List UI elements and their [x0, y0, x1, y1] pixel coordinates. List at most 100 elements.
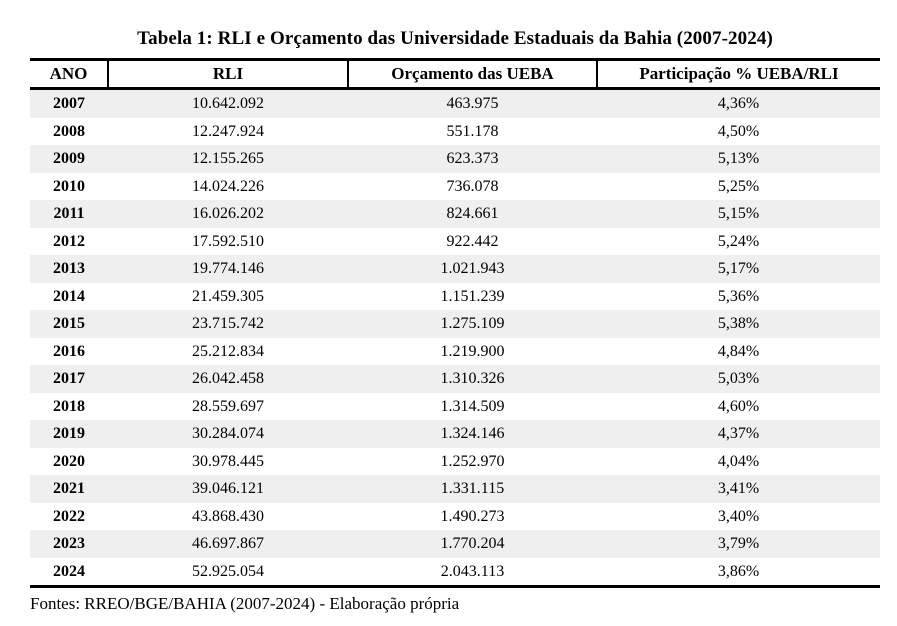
- participacao-cell: 5,38%: [717, 315, 760, 332]
- column-header-year-cell: ANO: [30, 58, 108, 90]
- year-cell: 2012: [53, 232, 85, 250]
- orcamento-ueba-cell: 922.442: [446, 232, 499, 250]
- participacao-cell: 4,84%: [717, 342, 760, 360]
- participacao-cell: 5,03%: [717, 370, 760, 387]
- participacao-cell: 5,15%: [717, 205, 760, 222]
- table-row: 2014 21.459.305 1.151.239 5,36%: [30, 283, 880, 311]
- orcamento-ueba-cell: 1.275.109: [440, 315, 505, 332]
- year-cell: 2023: [53, 535, 85, 552]
- orcamento-ueba-cell: 1.324.146: [440, 425, 505, 442]
- rli-cell: 25.212.834: [192, 342, 264, 360]
- rli-cell: 30.284.074: [192, 425, 264, 442]
- year-cell: 2014: [53, 287, 85, 305]
- column-header-orcamento-ueba-cell: Orçamento das UEBA: [347, 58, 597, 90]
- orcamento-ueba-cell: 1.219.900: [440, 342, 505, 360]
- table-source: Fontes: RREO/BGE/BAHIA (2007-2024) - Ela…: [30, 594, 460, 613]
- participacao-cell: 3,40%: [717, 507, 760, 525]
- rli-cell: 30.978.445: [192, 452, 264, 470]
- table-row: 2016 25.212.834 1.219.900 4,84%: [30, 338, 880, 366]
- rli-cell: 21.459.305: [192, 287, 264, 305]
- year-cell: 2015: [53, 315, 85, 332]
- table-row: 2012 17.592.510 922.442 5,24%: [30, 228, 880, 256]
- table-row: 2021 39.046.121 1.331.115 3,41%: [30, 475, 880, 503]
- year-cell: 2009: [53, 150, 85, 167]
- orcamento-ueba-cell: 463.975: [446, 95, 499, 112]
- participacao-cell: 3,79%: [717, 535, 760, 552]
- participacao-cell: 3,41%: [717, 480, 760, 497]
- table-title: Tabela 1: RLI e Orçamento das Universida…: [137, 28, 773, 49]
- participacao-cell: 4,36%: [717, 95, 760, 112]
- participacao-cell: 4,60%: [717, 397, 760, 415]
- rli-cell: 39.046.121: [192, 480, 264, 497]
- rli-cell: 52.925.054: [192, 562, 264, 580]
- year-cell: 2016: [53, 342, 85, 360]
- table-row: 2013 19.774.146 1.021.943 5,17%: [30, 255, 880, 283]
- table-body: 2007 10.642.092 463.975 4,36% 2008 12.247.924…: [30, 88, 880, 587]
- year-cell: 2020: [53, 452, 85, 470]
- participacao-cell: 5,25%: [717, 177, 760, 195]
- year-cell: 2010: [53, 177, 85, 195]
- participacao-cell: 5,24%: [717, 232, 760, 250]
- table-header: ANO RLI Orçamento das UEBA Participação % U…: [30, 58, 880, 90]
- rli-cell: 46.697.867: [192, 535, 264, 552]
- year-cell: 2008: [53, 122, 85, 140]
- rli-cell: 12.247.924: [192, 122, 264, 140]
- participacao-cell: 3,86%: [717, 562, 760, 580]
- table-row: 2008 12.247.924 551.178 4,50%: [30, 118, 880, 146]
- rli-cell: 10.642.092: [192, 95, 264, 112]
- column-header-participacao-cell: Participação % UEBA/RLI: [596, 58, 880, 90]
- orcamento-ueba-cell: 1.252.970: [440, 452, 505, 470]
- year-cell: 2019: [53, 425, 85, 442]
- year-cell: 2021: [53, 480, 85, 497]
- year-cell: 2017: [53, 370, 85, 387]
- year-cell: 2007: [53, 95, 85, 112]
- orcamento-ueba-cell: 1.151.239: [440, 287, 505, 305]
- rli-cell: 14.024.226: [192, 177, 264, 195]
- participacao-cell: 5,17%: [717, 260, 760, 277]
- table-row: 2019 30.284.074 1.324.146 4,37%: [30, 420, 880, 448]
- participacao-cell: 5,36%: [717, 287, 760, 305]
- rli-cell: 12.155.265: [192, 150, 264, 167]
- table-row: 2023 46.697.867 1.770.204 3,79%: [30, 530, 880, 558]
- table-row: 2007 10.642.092 463.975 4,36%: [30, 88, 880, 118]
- orcamento-ueba-cell: 824.661: [446, 205, 499, 222]
- year-cell: 2018: [53, 397, 85, 415]
- table-row: 2011 16.026.202 824.661 5,15%: [30, 200, 880, 228]
- participacao-cell: 4,04%: [717, 452, 760, 470]
- orcamento-ueba-cell: 2.043.113: [440, 562, 505, 580]
- orcamento-ueba-cell: 1.490.273: [440, 507, 505, 525]
- year-cell: 2022: [53, 507, 85, 525]
- rli-cell: 23.715.742: [192, 315, 264, 332]
- table-row: 2022 43.868.430 1.490.273 3,40%: [30, 503, 880, 531]
- orcamento-ueba-cell: 1.331.115: [440, 480, 505, 497]
- orcamento-ueba-cell: 1.021.943: [440, 260, 505, 277]
- data-table: ANO RLI Orçamento das UEBA Participação % U…: [30, 58, 880, 588]
- rli-cell: 43.868.430: [192, 507, 264, 525]
- year-cell: 2013: [53, 260, 85, 277]
- rli-cell: 19.774.146: [192, 260, 264, 277]
- table-row: 2018 28.559.697 1.314.509 4,60%: [30, 393, 880, 421]
- orcamento-ueba-cell: 736.078: [446, 177, 499, 195]
- orcamento-ueba-cell: 1.314.509: [440, 397, 505, 415]
- rli-cell: 17.592.510: [192, 232, 264, 250]
- table-row: 2024 52.925.054 2.043.113 3,86%: [30, 558, 880, 587]
- participacao-cell: 5,13%: [717, 150, 760, 167]
- participacao-cell: 4,50%: [717, 122, 760, 140]
- year-cell: 2011: [53, 205, 85, 222]
- table-row: 2009 12.155.265 623.373 5,13%: [30, 145, 880, 173]
- rli-cell: 16.026.202: [192, 205, 264, 222]
- orcamento-ueba-cell: 551.178: [446, 122, 499, 140]
- participacao-cell: 4,37%: [717, 425, 760, 442]
- column-header-rli-cell: RLI: [107, 58, 348, 90]
- orcamento-ueba-cell: 1.310.326: [440, 370, 505, 387]
- table-row: 2010 14.024.226 736.078 5,25%: [30, 173, 880, 201]
- table-row: 2015 23.715.742 1.275.109 5,38%: [30, 310, 880, 338]
- rli-cell: 28.559.697: [192, 397, 264, 415]
- orcamento-ueba-cell: 623.373: [446, 150, 499, 167]
- table-row: 2017 26.042.458 1.310.326 5,03%: [30, 365, 880, 393]
- year-cell: 2024: [53, 562, 85, 580]
- table-row: 2020 30.978.445 1.252.970 4,04%: [30, 448, 880, 476]
- header-row: ANO RLI Orçamento das UEBA Participação % U…: [30, 58, 880, 90]
- rli-cell: 26.042.458: [192, 370, 264, 387]
